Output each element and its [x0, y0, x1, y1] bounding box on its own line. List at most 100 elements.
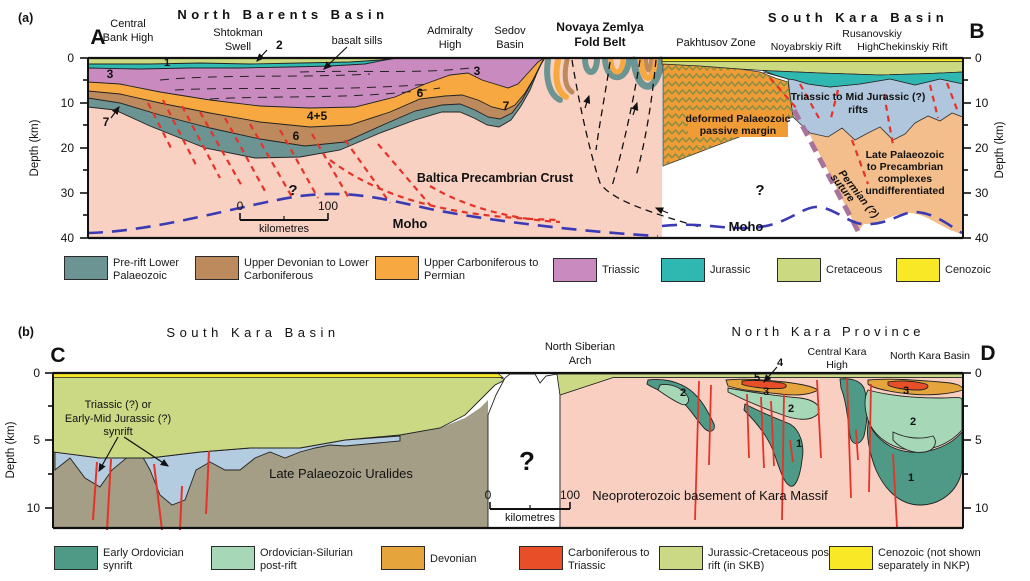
legend-a-label-carb-permian: Upper Carboniferous to Permian	[424, 257, 539, 283]
scalebar-b-zero: 0	[485, 488, 492, 502]
title-north-kara-province: North Kara Province	[731, 324, 924, 339]
label-late-palaeozoic-4: undifferentiated	[865, 185, 944, 197]
annotation-arrows-b	[98, 366, 778, 473]
svg-text:10: 10	[975, 96, 989, 110]
unit-number-2: 2	[276, 38, 283, 52]
permian-suture-line	[791, 108, 861, 233]
label-synrift-2: Early-Mid Jurassic (?)	[65, 413, 171, 425]
moho-line-right	[661, 205, 963, 235]
svg-text:30: 30	[975, 186, 989, 200]
margin-label-box	[688, 110, 788, 137]
legend-b-label-ord-sil: Ordovician-Silurian post-rift	[260, 547, 353, 573]
legend-b-swatch-cenozoic	[829, 546, 873, 570]
nkp-numbers: 4 5 3 3 2 2 2 1 1	[680, 357, 916, 484]
svg-text:0: 0	[975, 366, 982, 380]
scalebar-b-unit: kilometres	[505, 512, 556, 524]
late-palaeozoic-complexes	[795, 98, 963, 234]
unit-b-2-a: 2	[680, 387, 686, 399]
label-novaya-zemlya-1: Novaya Zemlya	[556, 20, 644, 34]
label-rusanovskiy-1: Rusanovskiy	[842, 28, 902, 40]
axis-b-ticks-right: 0 5 10	[975, 366, 989, 515]
legend-b-label-devonian: Devonian	[430, 553, 477, 565]
label-sedov-1: Sedov	[494, 25, 526, 37]
legend-a-swatch-prerift	[64, 256, 108, 280]
endpoint-d: D	[980, 342, 995, 365]
panel-a-tag: (a)	[18, 11, 33, 25]
question-mark-b: ?	[519, 446, 535, 476]
label-synrift-1: Triassic (?) or	[85, 399, 152, 411]
scalebar-a-hundred: 100	[318, 199, 338, 213]
label-central-kara-high-2: High	[826, 359, 848, 371]
carb-triassic-sliver-east	[887, 380, 929, 391]
svg-text:10: 10	[975, 501, 989, 515]
title-north-barents-basin: North Barents Basin	[177, 7, 388, 22]
thrust-arrows	[583, 94, 669, 215]
label-baltica-crust: Baltica Precambrian Crust	[417, 171, 574, 185]
label-rifts-2: rifts	[848, 104, 868, 116]
legend-b-swatch-ord-sil	[211, 546, 255, 570]
svg-text:0: 0	[33, 366, 40, 380]
legend-a-swatch-cretaceous	[777, 258, 821, 282]
scalebar-b: 0 100 kilometres	[485, 488, 581, 524]
label-kara-basement: Neoproterozoic basement of Kara Massif	[592, 488, 828, 503]
scalebar-a-unit: kilometres	[259, 223, 310, 235]
red-faults-b-east	[694, 377, 898, 529]
unit-number-1: 1	[164, 57, 170, 69]
ord-sil-blob-west	[657, 384, 689, 406]
jurassic-cretaceous-postrift-region	[52, 376, 506, 459]
label-uralides: Late Palaeozoic Uralides	[269, 466, 413, 481]
legend-a-label-cenozoic: Cenozoic	[945, 264, 991, 276]
svg-text:0: 0	[67, 51, 74, 65]
legend-a-swatch-devonian-carb	[195, 256, 239, 280]
svg-text:40: 40	[975, 231, 989, 245]
title-south-kara-basin-b: South Kara Basin	[166, 325, 339, 340]
panel-a-section: 0 100 kilometres (a) A B North Barents B…	[18, 7, 1006, 245]
label-admiralty-1: Admiralty	[427, 25, 473, 37]
label-late-palaeozoic-1: Late Palaeozoic	[866, 149, 945, 161]
legend-b-label-early-ordovician: Early Ordovician synrift	[103, 547, 184, 573]
label-moho-right: Moho	[729, 219, 764, 234]
svg-text:40: 40	[61, 231, 75, 245]
label-pakhtusov-zone: Pakhtusov Zone	[676, 37, 756, 49]
panel-b-section: 0 100 kilometres (b) C D South Kara Basi…	[5, 324, 996, 531]
unit-number-4plus5: 4+5	[307, 109, 328, 123]
unit-b-3-east: 3	[903, 385, 909, 397]
annotation-arrows-a	[110, 46, 348, 119]
label-central-bank-high-2: Bank High	[103, 32, 154, 44]
legend-a-swatch-jurassic	[661, 258, 705, 282]
ord-sil-notch-east	[892, 431, 936, 453]
label-basalt-sills: basalt sills	[332, 35, 383, 47]
axis-a-ticks-left: 0 10 20 30 40	[61, 51, 75, 245]
axis-b-left-label: Depth (km)	[5, 421, 17, 478]
legend-a-label-prerift: Pre-rift Lower Palaeozoic	[113, 257, 180, 283]
unit-b-3-west: 3	[763, 386, 769, 398]
label-rusanovskiy-2: High	[857, 41, 879, 53]
legend-a-label-jurassic: Jurassic	[710, 264, 751, 276]
unit-b-4: 4	[777, 357, 784, 369]
legend-a-label-devonian-carb: Upper Devonian to Lower Carboniferous	[244, 257, 369, 283]
unit-number-7-right: 7	[503, 99, 510, 113]
label-late-palaeozoic-3: complexes	[878, 173, 932, 185]
label-noyabrskiy-rift: Noyabrskiy Rift	[771, 41, 842, 53]
layer-boundaries-a	[87, 57, 546, 159]
label-deformed-margin-1: deformed Palaeozoic	[685, 113, 790, 125]
strip-jurassic-east	[762, 70, 964, 88]
axis-a-right-label: Depth (km)	[994, 121, 1006, 178]
fold-belt-bands	[544, 56, 665, 103]
red-faults-a	[147, 99, 561, 224]
label-novaya-zemlya-2: Fold Belt	[574, 35, 625, 49]
legend-b-swatch-jur-cret	[659, 546, 703, 570]
legend-b-swatch-devonian	[381, 546, 425, 570]
unit-number-3-left: 3	[107, 67, 114, 81]
label-admiralty-2: High	[439, 39, 462, 51]
svg-text:10: 10	[61, 96, 75, 110]
early-ordovician-blob-east	[867, 419, 963, 506]
unit-b-5: 5	[754, 372, 760, 384]
unit-number-7-left: 7	[103, 115, 110, 129]
legend-b-label-carb-triassic: Carboniferous to Triassic	[568, 547, 650, 573]
svg-text:0: 0	[975, 51, 982, 65]
axis-a-left-label: Depth (km)	[29, 119, 41, 176]
legend-a-label-triassic: Triassic	[602, 264, 640, 276]
scalebar-a: 0 100 kilometres	[237, 199, 339, 235]
